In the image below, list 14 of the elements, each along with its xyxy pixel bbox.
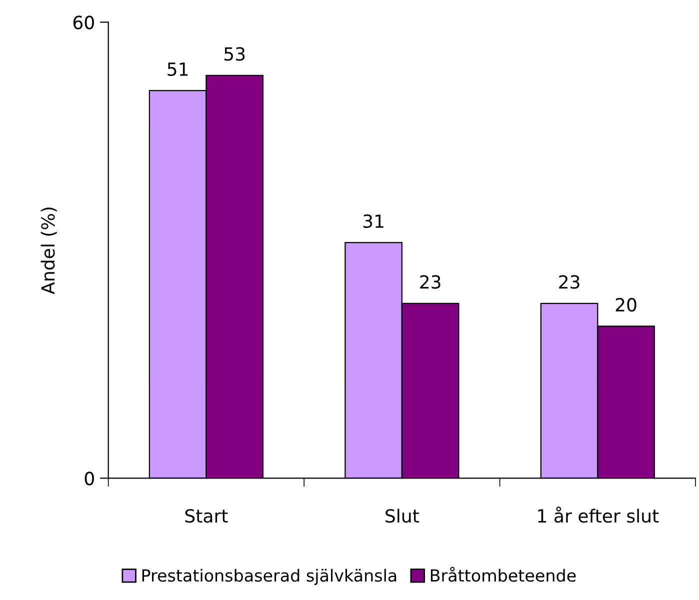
y-tick-label: 60	[73, 16, 94, 30]
x-tick-label: 1 år efter slut	[538, 506, 659, 523]
legend-label: Bråttombeteende	[430, 566, 576, 582]
y-axis-title: Andel (%)	[40, 208, 57, 294]
data-label: 51	[168, 62, 188, 76]
data-label: 23	[420, 275, 440, 289]
data-label: 23	[559, 275, 580, 289]
data-label: 20	[616, 298, 636, 312]
y-tick-label: 0	[84, 472, 94, 486]
data-label: 31	[363, 214, 384, 228]
x-tick-label: Slut	[386, 508, 419, 523]
data-label: 53	[224, 47, 245, 61]
x-tick-label: Start	[185, 509, 228, 523]
legend-label: Prestationsbaserad självkänsla	[142, 568, 396, 585]
